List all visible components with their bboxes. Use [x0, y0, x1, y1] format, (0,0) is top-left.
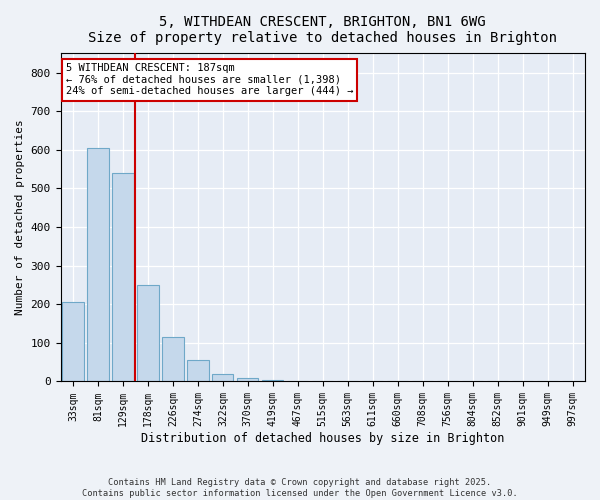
Bar — [62, 302, 83, 382]
Bar — [137, 285, 158, 382]
Text: 5 WITHDEAN CRESCENT: 187sqm
← 76% of detached houses are smaller (1,398)
24% of : 5 WITHDEAN CRESCENT: 187sqm ← 76% of det… — [66, 63, 353, 96]
Text: Contains HM Land Registry data © Crown copyright and database right 2025.
Contai: Contains HM Land Registry data © Crown c… — [82, 478, 518, 498]
Bar — [262, 380, 283, 382]
Bar — [112, 173, 134, 382]
Bar — [212, 374, 233, 382]
Bar — [187, 360, 209, 382]
Title: 5, WITHDEAN CRESCENT, BRIGHTON, BN1 6WG
Size of property relative to detached ho: 5, WITHDEAN CRESCENT, BRIGHTON, BN1 6WG … — [88, 15, 557, 45]
Bar — [237, 378, 259, 382]
Y-axis label: Number of detached properties: Number of detached properties — [15, 120, 25, 316]
Bar — [88, 148, 109, 382]
Bar — [163, 337, 184, 382]
Bar — [287, 380, 308, 382]
X-axis label: Distribution of detached houses by size in Brighton: Distribution of detached houses by size … — [141, 432, 505, 445]
